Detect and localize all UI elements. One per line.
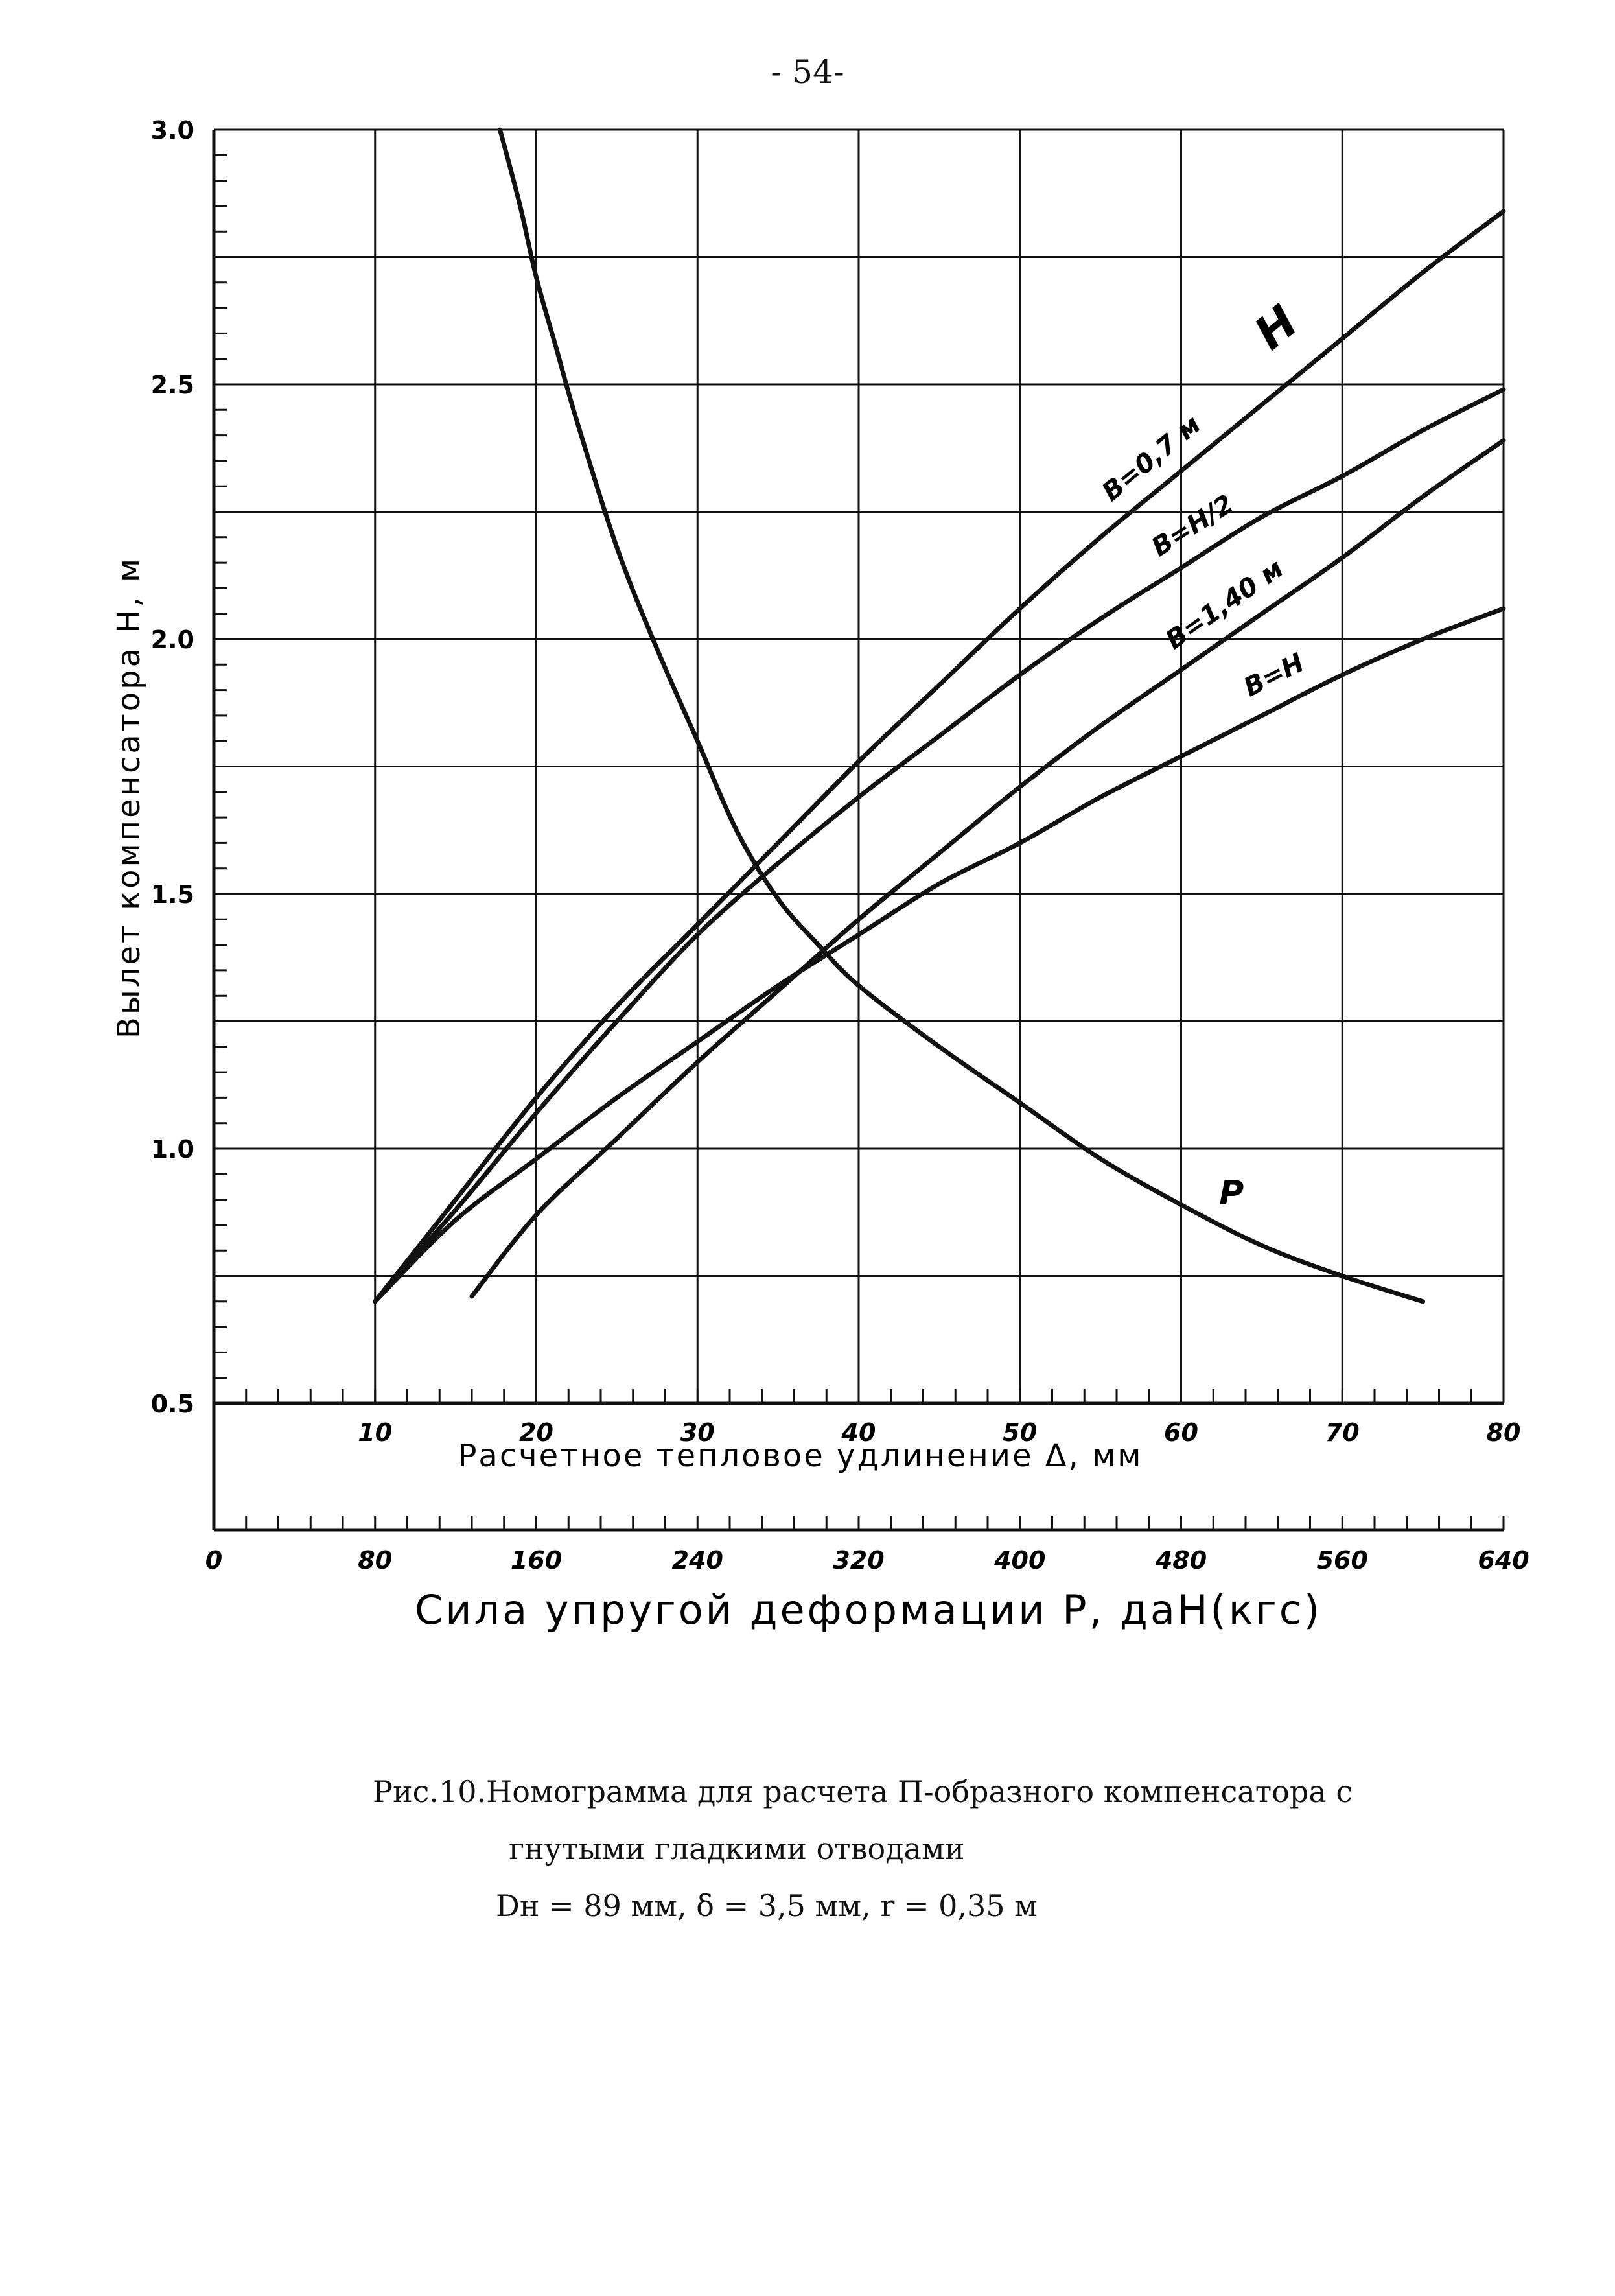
y-tick-label: 0.5 xyxy=(151,1390,194,1418)
figure-caption: Рис.10.Номограмма для расчета П-образног… xyxy=(373,1763,1353,1934)
caption-line-2: гнутыми гладкими отводами xyxy=(509,1831,965,1866)
series-line-3 xyxy=(469,438,1506,1299)
curve-label: P xyxy=(1219,1174,1244,1213)
y-tick-label: 3.0 xyxy=(151,116,194,145)
series-line-2 xyxy=(373,387,1506,1304)
x2-tick-label: 400 xyxy=(993,1546,1045,1575)
x-tick-label: 20 xyxy=(519,1418,553,1447)
y-tick-label: 1.0 xyxy=(151,1135,194,1164)
x2-tick-labels: 0 80 160 240 320 400 480 560 640 xyxy=(205,1546,1529,1575)
x2-tick-label: 0 xyxy=(205,1546,222,1575)
grid-lines xyxy=(213,128,1505,1405)
curve-label: B=H/2 xyxy=(1146,489,1239,563)
x-tick-label: 40 xyxy=(841,1418,876,1447)
x2-tick-label: 560 xyxy=(1317,1546,1368,1575)
x-tick-label: 60 xyxy=(1164,1418,1198,1447)
y-axis-label: Вылет компенсатора H, м xyxy=(111,556,147,1038)
x-axis-label: Расчетное тепловое удлинение Δ, мм xyxy=(458,1438,1143,1474)
y-tick-label: 1.5 xyxy=(151,880,194,909)
curve-label: H xyxy=(1244,295,1307,360)
x2-tick-label: 80 xyxy=(358,1546,392,1575)
series-line-1 xyxy=(373,209,1506,1304)
x-tick-labels: 10 20 30 40 50 60 70 80 xyxy=(358,1418,1520,1447)
y-tick-label: 2.5 xyxy=(151,371,194,399)
x2-tick-label: 640 xyxy=(1478,1546,1529,1575)
x2-tick-label: 480 xyxy=(1155,1546,1207,1575)
curves xyxy=(373,127,1506,1304)
x-tick-label: 10 xyxy=(358,1418,392,1447)
caption-line-3: Dн = 89 мм, δ = 3,5 мм, r = 0,35 м xyxy=(496,1888,1038,1923)
curve-annotations: HB=0,7 мB=H/2B=1,40 мB=HP xyxy=(1097,295,1309,1213)
x-tick-label: 30 xyxy=(680,1418,715,1447)
y-tick-label: 2.0 xyxy=(151,626,194,654)
series-line-4 xyxy=(373,606,1506,1304)
x2-tick-label: 160 xyxy=(511,1546,562,1575)
y-tick-labels: 0.5 1.0 1.5 2.0 2.5 3.0 xyxy=(151,116,194,1418)
x-tick-label: 50 xyxy=(1003,1418,1037,1447)
x2-tick-label: 240 xyxy=(672,1546,723,1575)
tick-marks xyxy=(213,128,1505,1530)
x2-axis-label: Сила упругой деформации P, даН(кгс) xyxy=(415,1586,1322,1634)
x2-tick-label: 320 xyxy=(833,1546,884,1575)
series-line-5 xyxy=(498,127,1426,1304)
page-number: - 54- xyxy=(771,53,844,91)
x-tick-label: 80 xyxy=(1487,1418,1521,1447)
x-tick-label: 70 xyxy=(1325,1418,1360,1447)
caption-line-1: Рис.10.Номограмма для расчета П-образног… xyxy=(373,1774,1353,1809)
